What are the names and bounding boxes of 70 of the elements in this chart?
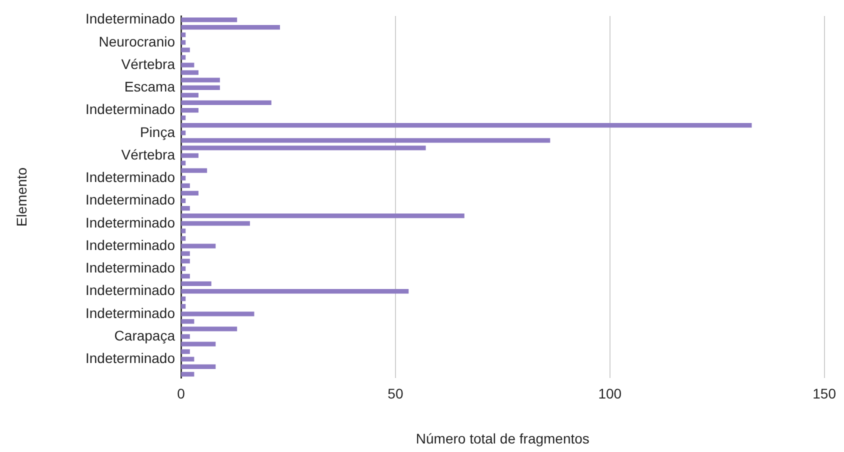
y-tick-label: Indeterminado <box>85 169 176 186</box>
bar <box>181 17 238 22</box>
y-tick-label: Carapaça <box>114 327 176 344</box>
bar <box>181 123 752 128</box>
bar <box>181 326 238 332</box>
y-tick-label: Indeterminado <box>85 260 176 276</box>
x-tick-label: 50 <box>388 385 404 402</box>
bar <box>181 319 194 324</box>
y-tick-label: Indeterminado <box>85 101 176 118</box>
bar <box>181 48 190 52</box>
y-tick-label: Indeterminado <box>85 192 176 208</box>
x-tick-label: 150 <box>812 385 836 402</box>
bar <box>181 40 186 45</box>
bar <box>181 130 186 136</box>
bar <box>181 312 254 316</box>
bar <box>181 108 198 113</box>
bar <box>181 146 426 150</box>
y-axis-title: Elemento <box>13 167 30 227</box>
bar <box>181 372 194 377</box>
bar <box>181 288 409 294</box>
y-tick-label: Indeterminado <box>85 10 176 27</box>
bar <box>181 24 280 30</box>
bar <box>181 281 212 286</box>
bar <box>181 55 186 60</box>
bar <box>181 214 464 218</box>
bar <box>181 153 198 158</box>
bar <box>181 183 190 188</box>
bar <box>181 228 186 234</box>
x-axis-title: Número total de fragmentos <box>416 430 590 446</box>
bar <box>181 364 216 370</box>
y-tick-label: Indeterminado <box>85 282 176 298</box>
bar <box>181 304 186 309</box>
y-tick-label: Pinça <box>140 124 176 140</box>
bar <box>181 274 190 279</box>
bar <box>181 32 186 38</box>
bar <box>181 62 194 68</box>
bar <box>181 92 198 98</box>
bar <box>181 176 186 180</box>
bar <box>181 349 190 354</box>
y-tick-label: Indeterminado <box>85 214 176 230</box>
bar <box>181 138 550 143</box>
y-tick-label: Escama <box>124 78 176 95</box>
y-tick-label: Indeterminado <box>85 304 176 321</box>
bar <box>181 334 190 339</box>
bar <box>181 342 216 346</box>
y-tick-label: Vértebra <box>121 56 176 72</box>
bar <box>181 78 220 82</box>
bar <box>181 198 186 204</box>
bar <box>181 258 190 264</box>
bar <box>181 168 208 173</box>
bar <box>181 221 250 226</box>
bar <box>181 356 194 362</box>
bar <box>181 85 220 90</box>
y-tick-label: Indeterminado <box>85 236 176 253</box>
bar <box>181 160 186 166</box>
bar <box>181 251 190 256</box>
bar <box>181 206 190 211</box>
bar <box>181 266 186 271</box>
y-tick-label: Indeterminado <box>85 350 176 366</box>
bar <box>181 236 186 241</box>
x-tick-label: 0 <box>177 385 186 402</box>
y-tick-label: Neurocranio <box>98 33 176 50</box>
bar <box>181 190 198 196</box>
bar <box>181 244 216 248</box>
bar <box>181 115 186 120</box>
bar <box>181 70 198 75</box>
bar <box>181 296 186 302</box>
bar <box>181 100 272 106</box>
y-tick-label: Vértebra <box>121 146 176 162</box>
x-tick-label: 100 <box>598 385 622 402</box>
